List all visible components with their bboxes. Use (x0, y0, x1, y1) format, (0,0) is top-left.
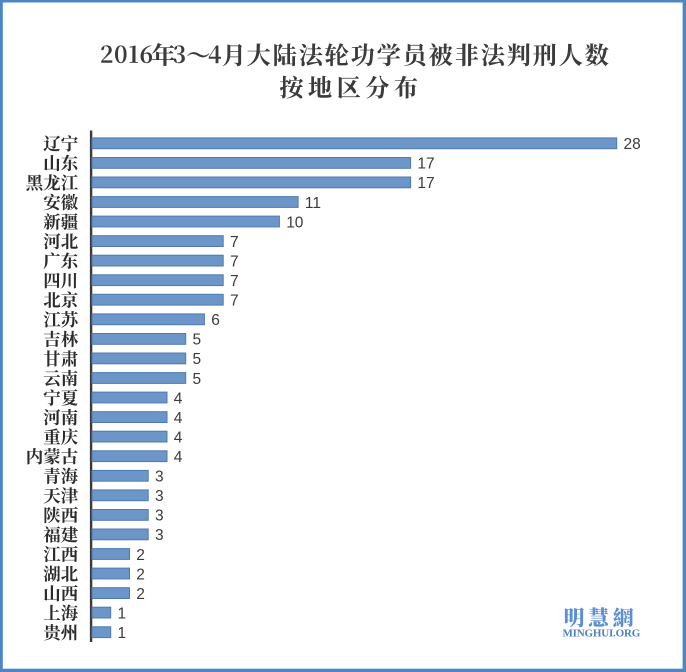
svg-text:7: 7 (230, 253, 239, 270)
svg-text:5: 5 (193, 332, 202, 349)
svg-text:3: 3 (155, 508, 164, 525)
svg-text:3: 3 (155, 469, 164, 486)
svg-text:5: 5 (193, 371, 202, 388)
svg-text:4: 4 (174, 410, 183, 427)
svg-text:5: 5 (193, 351, 202, 368)
svg-text:2: 2 (136, 566, 145, 583)
svg-text:11: 11 (305, 195, 321, 212)
svg-text:2: 2 (136, 547, 145, 564)
svg-text:1: 1 (118, 625, 127, 642)
svg-text:4: 4 (174, 390, 183, 407)
svg-text:MINGHUI.ORG: MINGHUI.ORG (563, 627, 641, 639)
svg-text:4: 4 (174, 449, 183, 466)
svg-text:10: 10 (286, 214, 304, 231)
svg-text:2: 2 (136, 586, 145, 603)
svg-text:4: 4 (174, 429, 183, 446)
svg-text:17: 17 (417, 156, 434, 173)
svg-text:7: 7 (230, 293, 239, 310)
svg-text:6: 6 (211, 312, 220, 329)
svg-text:1: 1 (118, 605, 127, 622)
svg-text:7: 7 (230, 273, 239, 290)
svg-text:17: 17 (417, 175, 434, 192)
svg-text:7: 7 (230, 234, 239, 251)
svg-text:28: 28 (624, 136, 641, 153)
svg-text:3: 3 (155, 527, 164, 544)
svg-text:3: 3 (155, 488, 164, 505)
